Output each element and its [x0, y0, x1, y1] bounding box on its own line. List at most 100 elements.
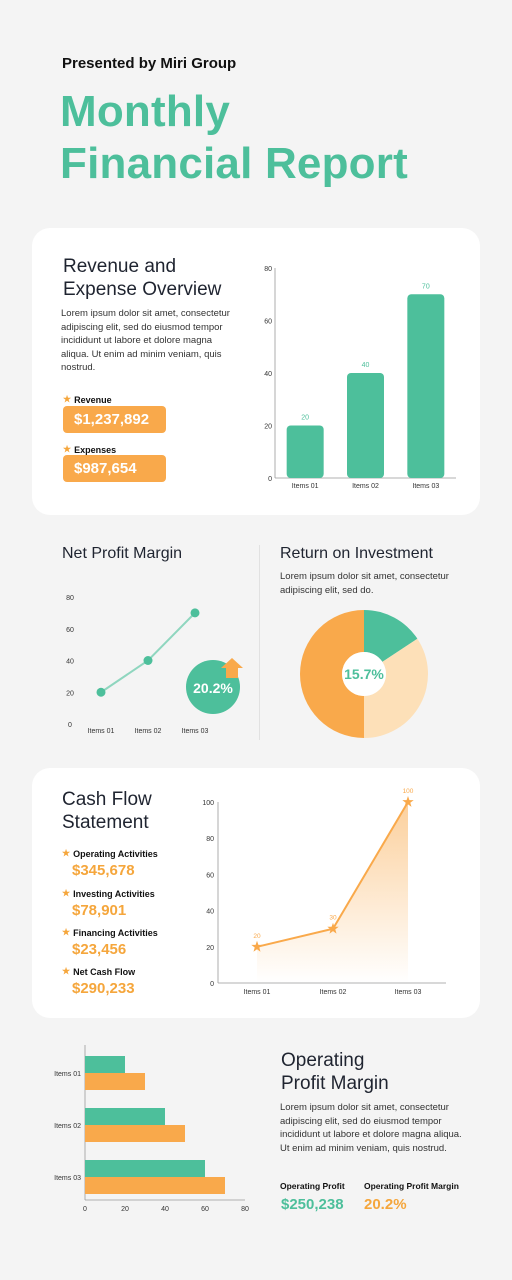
y-tick-label: Items 02 — [54, 1123, 81, 1130]
x-tick-label: Items 02 — [352, 483, 379, 490]
data-point — [96, 687, 106, 697]
y-tick-label: 40 — [264, 371, 272, 378]
operating-margin-label: Operating Profit Margin — [364, 1181, 459, 1191]
operating-activities-label: Operating Activities — [73, 848, 158, 859]
bar — [85, 1125, 185, 1142]
up-arrow-icon — [221, 658, 243, 678]
cash-flow-title-line-1: Cash Flow — [62, 789, 152, 810]
y-tick-label: 40 — [206, 909, 214, 916]
y-tick-label: 0 — [268, 476, 272, 483]
y-tick-label: 100 — [202, 800, 214, 807]
data-label: 70 — [422, 283, 430, 290]
x-tick-label: 20 — [121, 1206, 129, 1213]
cash-flow-item-label: ★ Financing Activities — [62, 927, 158, 938]
y-tick-label: 0 — [210, 981, 214, 988]
data-label: 100 — [403, 788, 414, 795]
y-tick-label: 80 — [66, 595, 74, 602]
y-tick-label: 60 — [206, 872, 214, 879]
y-tick-label: 20 — [264, 424, 272, 431]
x-tick-label: 60 — [201, 1206, 209, 1213]
data-point — [190, 608, 200, 618]
revenue-title: Revenue and Expense Overview — [63, 255, 221, 301]
x-tick-label: Items 01 — [88, 728, 115, 735]
operating-body: Lorem ipsum dolor sit amet, consectetur … — [280, 1102, 462, 1154]
x-tick-label: 40 — [161, 1206, 169, 1213]
pie-slice — [364, 638, 428, 738]
y-tick-label: 0 — [68, 722, 72, 729]
financing-activities-value: $23,456 — [72, 941, 127, 958]
operating-title-line-2: Profit Margin — [281, 1073, 389, 1094]
x-tick-label: Items 01 — [244, 989, 271, 996]
revenue-title-line-2: Expense Overview — [63, 279, 222, 300]
cash-flow-title-line-2: Statement — [62, 812, 149, 833]
data-point-star-icon — [251, 940, 263, 952]
star-icon: ★ — [62, 927, 71, 937]
series-line — [100, 612, 196, 694]
revenue-title-line-1: Revenue and — [63, 256, 177, 277]
pie-slice — [364, 610, 418, 662]
x-tick-label: Items 03 — [412, 483, 439, 490]
data-point-star-icon — [327, 922, 339, 934]
bar — [407, 294, 445, 478]
investing-activities-label: Investing Activities — [73, 888, 155, 899]
y-tick-label: 20 — [206, 945, 214, 952]
revenue-value: $1,237,892 — [63, 406, 166, 433]
operating-profit-label: Operating Profit — [280, 1181, 345, 1191]
section-divider — [259, 545, 260, 740]
roi-pie-chart: 15.7% — [300, 610, 428, 738]
cash-flow-card: Cash Flow Statement ★ Operating Activitie… — [32, 768, 480, 1018]
cash-flow-item-label: ★ Operating Activities — [62, 848, 158, 859]
bar — [347, 373, 384, 478]
operating-profit-value: $250,238 — [281, 1196, 344, 1213]
x-tick-label: Items 03 — [395, 989, 422, 996]
operating-margin-value: 20.2% — [364, 1196, 407, 1213]
roi-title: Return on Investment — [280, 545, 433, 562]
operating-title: Operating Profit Margin — [281, 1049, 389, 1095]
y-tick-label: 80 — [206, 836, 214, 843]
net-cash-flow-label: Net Cash Flow — [73, 966, 136, 977]
y-tick-label: 60 — [264, 319, 272, 326]
y-tick-label: 80 — [264, 266, 272, 273]
roi-body: Lorem ipsum dolor sit amet, consectetur … — [280, 571, 449, 596]
operating-hbar-chart: 0 20 40 60 80 Items 01 Items 02 Items 03 — [54, 1045, 249, 1213]
financing-activities-label: Financing Activities — [73, 927, 158, 938]
star-icon: ★ — [62, 848, 71, 858]
revenue-label: ★ Revenue — [63, 394, 112, 405]
area-fill — [257, 802, 408, 983]
bar — [85, 1177, 225, 1194]
revenue-body: Lorem ipsum dolor sit amet, consectetur … — [61, 308, 230, 373]
expenses-label: ★ Expenses — [63, 444, 116, 455]
y-tick-label: Items 03 — [54, 1175, 81, 1182]
revenue-label-text: Revenue — [74, 394, 112, 405]
x-tick-label: 80 — [241, 1206, 249, 1213]
bar — [85, 1056, 125, 1073]
data-label: 30 — [329, 915, 337, 922]
expenses-value: $987,654 — [63, 455, 166, 482]
cash-flow-area-chart: 0 20 40 60 80 100 20 Items 01 30 Items 02 100 Items… — [202, 788, 446, 996]
title-line-1: Monthly — [60, 87, 231, 136]
cash-flow-title: Cash Flow Statement — [62, 788, 152, 834]
star-icon: ★ — [62, 966, 71, 976]
cash-flow-item-label: ★ Investing Activities — [62, 888, 155, 899]
donut-hole — [342, 652, 386, 696]
y-tick-label: 60 — [66, 627, 74, 634]
net-cash-flow-value: $290,233 — [72, 980, 135, 997]
star-icon: ★ — [63, 394, 72, 404]
bar — [286, 425, 324, 478]
data-label: 20 — [301, 415, 309, 422]
revenue-bar-chart: 0 20 40 60 80 20 Items 01 40 Items 02 70 Items 03 — [264, 266, 456, 490]
data-point-star-icon — [402, 796, 414, 807]
star-icon: ★ — [62, 888, 71, 898]
page-title: Monthly Financial Report — [60, 86, 408, 190]
x-tick-label: Items 02 — [135, 728, 162, 735]
pie-slice — [300, 610, 364, 738]
x-tick-label: Items 01 — [292, 483, 319, 490]
x-tick-label: Items 03 — [182, 728, 209, 735]
presenter-text: Presented by Miri Group — [62, 55, 237, 72]
title-line-2: Financial Report — [60, 139, 408, 188]
star-icon: ★ — [63, 444, 72, 454]
y-tick-label: 20 — [66, 690, 74, 697]
bar — [85, 1073, 145, 1090]
data-point — [143, 656, 153, 665]
operating-title-line-1: Operating — [281, 1050, 365, 1071]
